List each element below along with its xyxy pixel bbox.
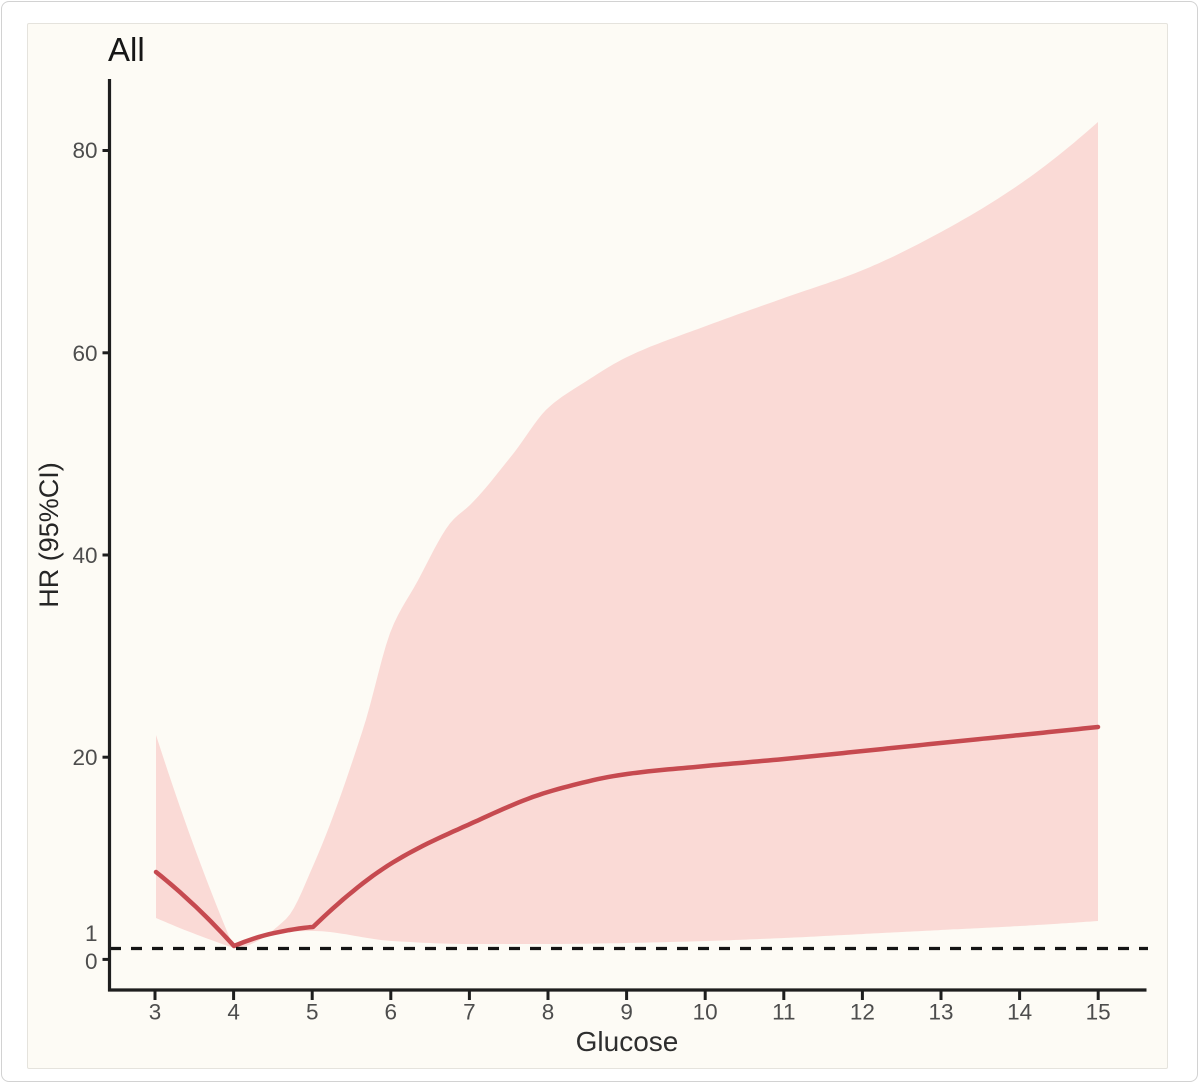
svg-text:20: 20 [72,745,97,770]
svg-text:0: 0 [85,949,98,974]
svg-text:14: 14 [1007,1000,1032,1025]
svg-text:12: 12 [850,1000,875,1025]
svg-text:4: 4 [227,1000,240,1025]
svg-text:5: 5 [306,1000,319,1025]
svg-text:3: 3 [149,1000,162,1025]
svg-text:11: 11 [772,1000,795,1025]
svg-text:HR (95%CI): HR (95%CI) [34,462,64,608]
svg-text:7: 7 [463,1000,476,1025]
svg-text:8: 8 [542,1000,555,1025]
svg-text:80: 80 [72,138,97,163]
svg-text:1: 1 [85,921,98,946]
svg-text:All: All [108,31,145,68]
svg-text:6: 6 [385,1000,398,1025]
svg-text:10: 10 [693,1000,718,1025]
svg-text:Glucose: Glucose [576,1026,679,1057]
svg-text:9: 9 [620,1000,633,1025]
svg-text:40: 40 [72,543,97,568]
svg-text:15: 15 [1086,1000,1111,1025]
svg-text:60: 60 [72,341,97,366]
svg-text:13: 13 [928,1000,953,1025]
